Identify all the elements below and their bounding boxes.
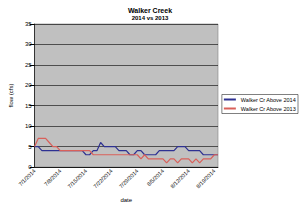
svg-text:8/12/2014: 8/12/2014 (169, 168, 191, 190)
svg-text:Walker Creek: Walker Creek (128, 7, 172, 14)
svg-text:7/8/2014: 7/8/2014 (43, 168, 62, 187)
svg-text:20: 20 (25, 82, 32, 88)
svg-text:5: 5 (28, 144, 32, 150)
svg-text:date: date (120, 197, 132, 203)
svg-text:Walker Cr Above 2014: Walker Cr Above 2014 (241, 97, 296, 103)
svg-text:25: 25 (25, 62, 32, 68)
svg-text:7/29/2014: 7/29/2014 (118, 168, 140, 190)
svg-text:35: 35 (25, 21, 32, 27)
svg-text:flow (cfs): flow (cfs) (8, 83, 14, 107)
svg-text:10: 10 (25, 123, 32, 129)
svg-text:Walker Cr Above 2013: Walker Cr Above 2013 (241, 106, 296, 112)
svg-text:2014 vs 2013: 2014 vs 2013 (132, 15, 169, 21)
svg-text:7/22/2014: 7/22/2014 (92, 168, 114, 190)
svg-text:30: 30 (25, 41, 32, 47)
svg-text:7/1/2014: 7/1/2014 (17, 168, 36, 187)
svg-text:15: 15 (25, 103, 32, 109)
svg-text:8/5/2014: 8/5/2014 (146, 168, 165, 187)
svg-text:0: 0 (28, 164, 32, 170)
svg-text:8/19/2014: 8/19/2014 (195, 168, 217, 190)
svg-text:7/15/2014: 7/15/2014 (67, 168, 89, 190)
